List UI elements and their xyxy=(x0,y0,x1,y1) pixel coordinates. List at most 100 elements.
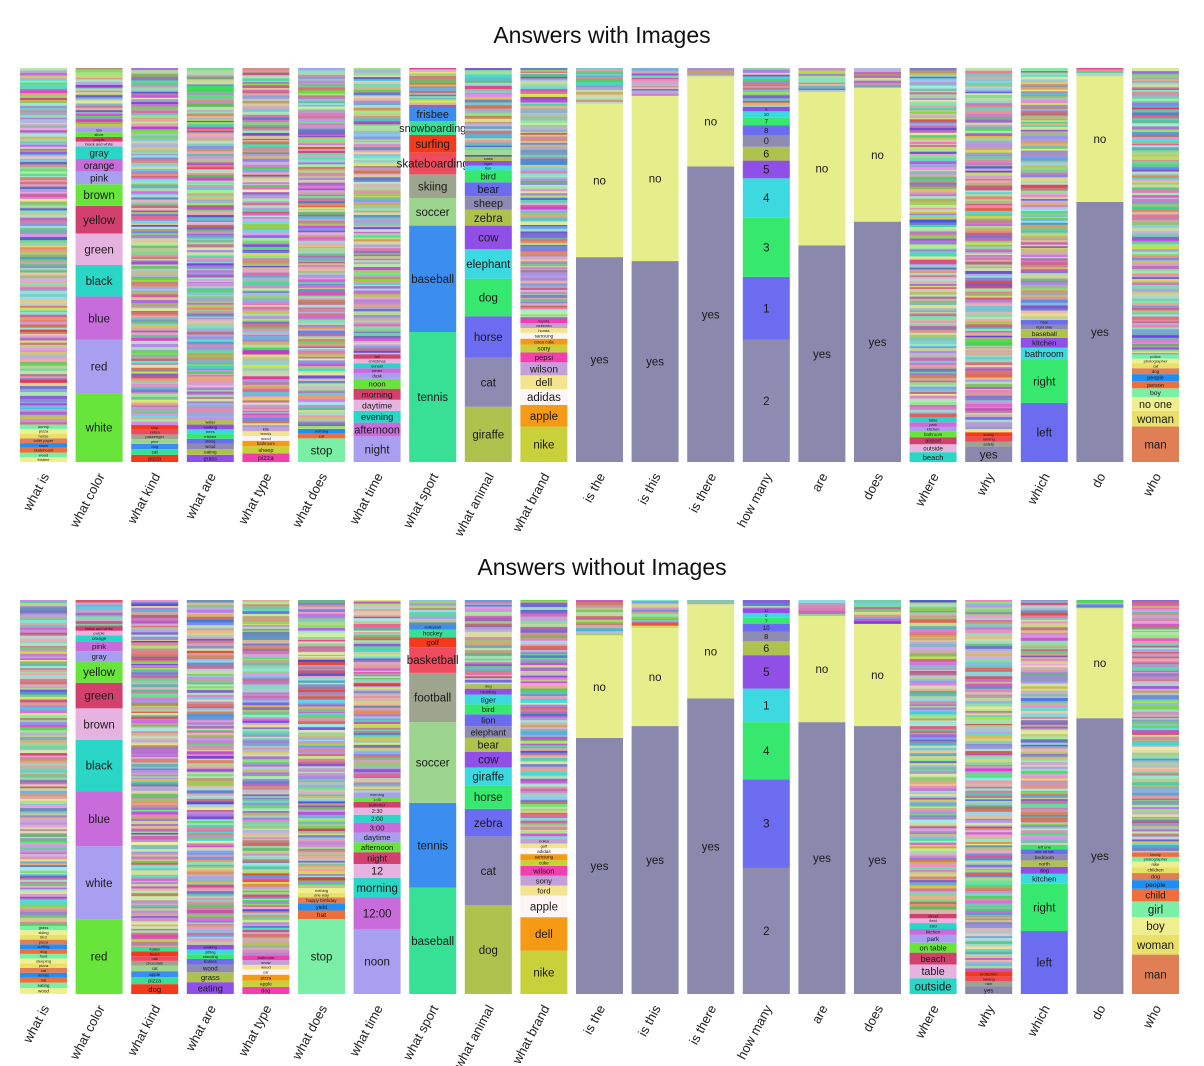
answer-stripe xyxy=(353,105,401,109)
answer-stripe xyxy=(520,616,568,620)
answer-stripe xyxy=(186,298,234,302)
answer-stripe xyxy=(20,694,67,698)
answer-stripe xyxy=(20,260,67,263)
answer-stripe xyxy=(1020,782,1068,785)
answer-stripe xyxy=(353,341,401,343)
answer-stripe xyxy=(131,332,179,336)
answer-stripe xyxy=(242,611,290,615)
answer-stripe xyxy=(909,94,957,96)
answer-stripe xyxy=(965,313,1013,316)
bar-segment xyxy=(75,136,123,142)
answer-stripe xyxy=(186,140,234,144)
answer-stripe xyxy=(186,336,234,340)
answer-stripe xyxy=(131,738,179,742)
answer-stripe xyxy=(131,776,179,779)
answer-stripe xyxy=(965,186,1013,188)
answer-stripe xyxy=(909,651,957,654)
answer-stripe xyxy=(131,758,179,760)
answer-stripe xyxy=(965,646,1013,650)
answer-stripe xyxy=(520,70,568,72)
answer-stripe xyxy=(131,666,179,669)
answer-stripe xyxy=(909,882,957,886)
answer-stripe xyxy=(186,680,234,684)
answer-stripe xyxy=(965,724,1013,726)
answer-stripe xyxy=(298,805,345,808)
answer-stripe xyxy=(520,259,568,262)
answer-stripe xyxy=(186,827,234,831)
answer-stripe xyxy=(242,775,290,778)
answer-stripe xyxy=(131,803,179,805)
answer-stripe xyxy=(1020,216,1068,219)
answer-stripe xyxy=(464,73,512,76)
answer-stripe xyxy=(186,726,234,728)
answer-stripe xyxy=(131,757,179,759)
answer-stripe xyxy=(242,797,290,800)
answer-stripe xyxy=(20,222,67,227)
segment-label: dog xyxy=(40,949,47,954)
answer-stripe xyxy=(1132,86,1179,89)
answer-stripe xyxy=(1132,818,1179,820)
answer-stripe xyxy=(298,291,345,295)
answer-stripe xyxy=(965,681,1013,684)
answer-stripe xyxy=(965,842,1013,845)
answer-stripe xyxy=(965,124,1013,128)
answer-stripe xyxy=(131,233,179,236)
answer-stripe xyxy=(75,612,123,616)
answer-stripe xyxy=(1020,602,1068,606)
answer-stripe xyxy=(242,387,290,390)
bar-segment xyxy=(520,854,568,861)
answer-stripe xyxy=(298,172,345,177)
answer-stripe xyxy=(298,116,345,119)
bar-segment xyxy=(742,117,790,126)
answer-stripe xyxy=(909,773,957,778)
answer-stripe xyxy=(353,640,401,643)
answer-stripe xyxy=(631,73,679,76)
answer-stripe xyxy=(131,818,179,822)
answer-stripe xyxy=(520,112,568,115)
answer-stripe xyxy=(75,625,123,627)
answer-stripe xyxy=(576,99,623,103)
answer-stripe xyxy=(520,691,568,695)
answer-stripe xyxy=(242,946,290,948)
answer-stripe xyxy=(242,75,290,77)
answer-stripe xyxy=(353,184,401,188)
answer-stripe xyxy=(20,110,67,113)
answer-stripe xyxy=(20,656,67,659)
answer-stripe xyxy=(131,723,179,726)
answer-stripe xyxy=(464,138,512,141)
segment-label: 2 xyxy=(763,396,769,408)
answer-stripe xyxy=(131,718,179,721)
answer-stripe xyxy=(353,239,401,242)
answer-stripe xyxy=(576,602,623,606)
answer-stripe xyxy=(186,833,234,836)
answer-stripe xyxy=(186,600,234,603)
answer-stripe xyxy=(20,319,67,323)
answer-stripe xyxy=(298,807,345,810)
answer-stripe xyxy=(298,237,345,240)
answer-stripe xyxy=(464,80,512,84)
answer-stripe xyxy=(131,926,179,930)
answer-stripe xyxy=(20,409,67,412)
answer-stripe xyxy=(20,836,67,839)
answer-stripe xyxy=(1020,800,1068,805)
answer-stripe xyxy=(520,221,568,226)
bar-segment xyxy=(75,265,123,297)
bar-segment xyxy=(1020,347,1068,360)
answer-stripe xyxy=(464,669,512,671)
answer-stripe xyxy=(909,606,957,609)
segment-label: 4 xyxy=(763,746,770,758)
answer-stripe xyxy=(242,410,290,413)
answer-stripe xyxy=(242,677,290,680)
answer-stripe xyxy=(131,169,179,172)
bar-segment xyxy=(1132,381,1179,389)
answer-stripe xyxy=(1132,225,1179,229)
answer-stripe xyxy=(131,231,179,234)
answer-stripe xyxy=(131,657,179,661)
answer-stripe xyxy=(20,240,67,244)
answer-stripe xyxy=(186,678,234,681)
answer-stripe xyxy=(1020,713,1068,716)
bar-segment xyxy=(20,452,67,458)
answer-stripe xyxy=(464,616,512,619)
answer-stripe xyxy=(464,126,512,130)
